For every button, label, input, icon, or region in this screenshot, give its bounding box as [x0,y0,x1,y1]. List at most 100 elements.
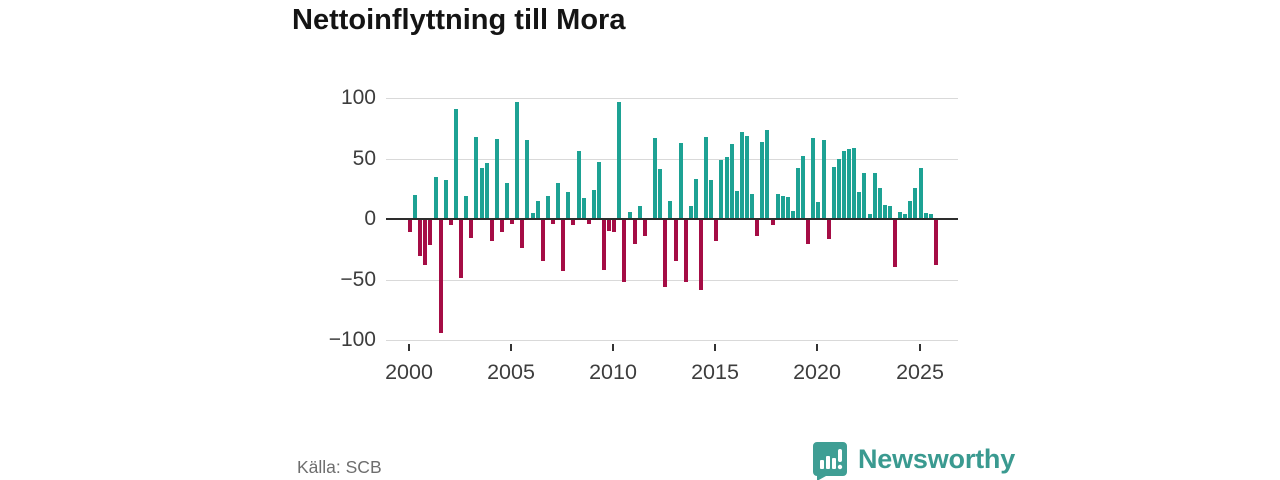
y-axis-label-50: 50 [352,147,376,170]
bar-2008-q1 [571,220,576,225]
bar-2020-q4 [831,167,836,219]
bar-2018-q4 [790,210,795,219]
x-axis-label-2025: 2025 [896,360,944,384]
x-tick-2020 [816,344,818,351]
bar-2002-q1 [448,220,453,225]
bar-2004-q3 [499,220,504,233]
bar-2005-q2 [515,101,520,219]
bar-2002-q3 [459,220,464,279]
bar-2015-q2 [719,159,724,219]
bar-2021-q4 [852,147,857,219]
bar-2019-q2 [801,156,806,219]
bar-2013-q1 [673,220,678,262]
x-tick-2010 [612,344,614,351]
bar-2008-q4 [586,220,591,224]
bar-2001-q2 [433,176,438,220]
source-label: Källa: SCB [297,457,382,477]
bar-2017-q3 [765,129,770,219]
bar-2011-q2 [637,205,642,219]
bar-2010-q3 [622,220,627,282]
chart-title: Nettoinflyttning till Mora [292,4,626,36]
bar-2022-q4 [872,173,877,219]
bar-2002-q4 [464,196,469,219]
x-axis-label-2020: 2020 [793,360,841,384]
bar-2003-q4 [484,163,489,219]
bar-2018-q3 [785,197,790,219]
bar-2011-q1 [632,220,637,245]
bar-2014-q4 [709,180,714,219]
bar-2025-q1 [918,168,923,219]
bar-2011-q3 [642,220,647,236]
bar-2013-q2 [678,142,683,219]
bar-2024-q2 [903,214,908,219]
bar-2012-q1 [653,137,657,219]
bar-2012-q3 [663,220,668,287]
bar-2007-q3 [561,220,566,271]
x-axis-label-2005: 2005 [487,360,535,384]
bar-2017-q4 [770,220,775,225]
x-axis-label-2000: 2000 [385,360,433,384]
gridline-50 [386,159,958,160]
bar-2010-q2 [617,101,622,219]
bar-2012-q2 [658,169,663,219]
bar-2016-q3 [744,135,749,219]
x-tick-2015 [714,344,716,351]
bar-2013-q4 [688,205,693,219]
bar-2022-q2 [862,173,867,219]
bar-2020-q3 [826,220,831,240]
bar-2024-q4 [913,187,918,219]
newsworthy-speech-bubble-chart-icon [813,442,847,480]
bar-2023-q4 [893,220,897,268]
bar-2012-q4 [668,200,673,219]
bar-2023-q2 [882,204,887,219]
bar-2001-q3 [438,220,443,333]
bar-2020-q2 [821,140,826,219]
bar-2005-q3 [520,220,525,248]
bar-2004-q2 [494,139,499,219]
bar-2009-q2 [596,162,601,219]
bar-2009-q3 [602,220,606,270]
bar-2006-q2 [535,200,540,219]
bar-2007-q4 [566,192,571,219]
bar-2014-q3 [704,136,709,219]
x-axis-label-2010: 2010 [589,360,637,384]
bar-2023-q1 [877,187,882,219]
bar-2013-q3 [683,220,688,282]
bar-2010-q4 [627,211,632,219]
bar-2025-q4 [933,220,938,265]
bar-2009-q4 [607,220,612,231]
bar-2021-q2 [841,151,846,219]
bar-2015-q4 [729,144,734,219]
bar-2001-q1 [428,220,433,246]
bar-2001-q4 [443,180,448,219]
bar-2014-q1 [693,179,698,219]
bar-2015-q3 [724,157,729,219]
newsworthy-wordmark: Newsworthy [858,443,1016,474]
bar-2006-q3 [540,220,545,262]
bar-2004-q4 [505,182,509,219]
bar-2000-q1 [408,220,412,233]
bar-2000-q4 [423,220,428,265]
bar-2020-q1 [816,202,821,219]
bar-2016-q2 [739,131,744,219]
bar-2024-q3 [908,200,913,219]
y-axis-label--100: −100 [328,328,376,351]
bar-2005-q1 [510,220,515,224]
gridline-100 [386,98,958,99]
bar-2005-q4 [525,140,530,219]
bar-2021-q1 [836,158,841,219]
bar-2021-q3 [847,148,851,219]
bar-2008-q2 [576,151,581,219]
bar-2016-q4 [750,193,754,219]
x-tick-2005 [510,344,512,351]
bars-container [408,98,942,340]
bar-2019-q4 [811,137,816,219]
bar-2019-q3 [806,220,811,245]
bar-2000-q2 [413,194,418,219]
bar-2002-q2 [453,108,458,219]
y-axis-label--50: −50 [340,268,376,291]
zero-line [386,218,958,220]
bar-2014-q2 [699,220,703,291]
bar-2022-q3 [867,214,872,219]
bar-2003-q1 [469,220,474,239]
